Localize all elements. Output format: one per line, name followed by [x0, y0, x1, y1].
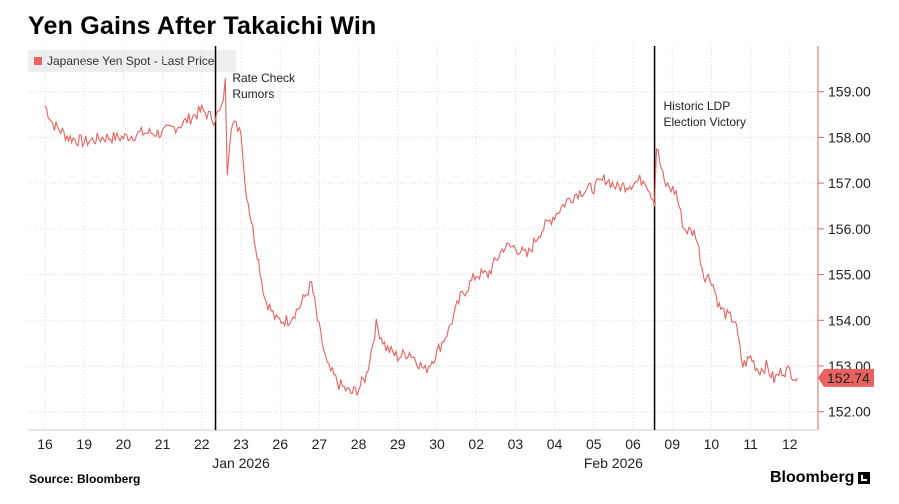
- x-tick-label: 29: [390, 436, 406, 452]
- month-label: Feb 2026: [584, 455, 643, 471]
- y-tick-label: 157.00: [828, 175, 871, 191]
- y-tick-label: 152.00: [828, 404, 871, 420]
- x-tick-label: 21: [155, 436, 171, 452]
- x-tick-label: 28: [351, 436, 367, 452]
- x-tick-label: 23: [233, 436, 249, 452]
- y-tick-label: 159.00: [828, 84, 871, 100]
- x-tick-label: 22: [194, 436, 210, 452]
- y-tick-label: 158.00: [828, 129, 871, 145]
- x-tick-label: 10: [704, 436, 720, 452]
- annotation-text: Rumors: [232, 87, 274, 101]
- x-tick-label: 12: [782, 436, 798, 452]
- x-tick-label: 19: [76, 436, 92, 452]
- brand-text: Bloomberg: [770, 469, 855, 486]
- x-tick-label: 20: [116, 436, 132, 452]
- last-price-tag: [818, 368, 874, 387]
- legend-label: Japanese Yen Spot - Last Price: [47, 54, 215, 68]
- x-tick-label: 26: [272, 436, 288, 452]
- x-tick-label: 04: [547, 436, 563, 452]
- x-tick-label: 27: [312, 436, 328, 452]
- annotation-text: Historic LDP: [664, 99, 731, 113]
- x-tick-label: 02: [468, 436, 484, 452]
- x-tick-label: 05: [586, 436, 602, 452]
- x-tick-label: 16: [37, 436, 53, 452]
- chart-title: Yen Gains After Takaichi Win: [28, 12, 377, 40]
- y-tick-label: 155.00: [828, 267, 871, 283]
- y-tick-label: 156.00: [828, 221, 871, 237]
- brand-logo: Bloomberg: [770, 469, 871, 487]
- annotation-text: Rate Check: [232, 71, 296, 85]
- y-tick-label: 154.00: [828, 312, 871, 328]
- last-price-label: 152.74: [827, 370, 870, 386]
- legend: Japanese Yen Spot - Last Price: [28, 50, 236, 72]
- x-tick-label: 11: [743, 436, 758, 452]
- source-note: Source: Bloomberg: [29, 472, 141, 486]
- month-label: Jan 2026: [212, 455, 270, 471]
- annotation-text: Election Victory: [664, 115, 746, 129]
- legend-swatch: [34, 57, 42, 65]
- x-tick-label: 30: [429, 436, 445, 452]
- x-tick-label: 03: [508, 436, 524, 452]
- series-line: [44, 78, 799, 396]
- x-tick-label: 09: [664, 436, 680, 452]
- chart-icon: [858, 472, 871, 484]
- x-tick-label: 06: [625, 436, 641, 452]
